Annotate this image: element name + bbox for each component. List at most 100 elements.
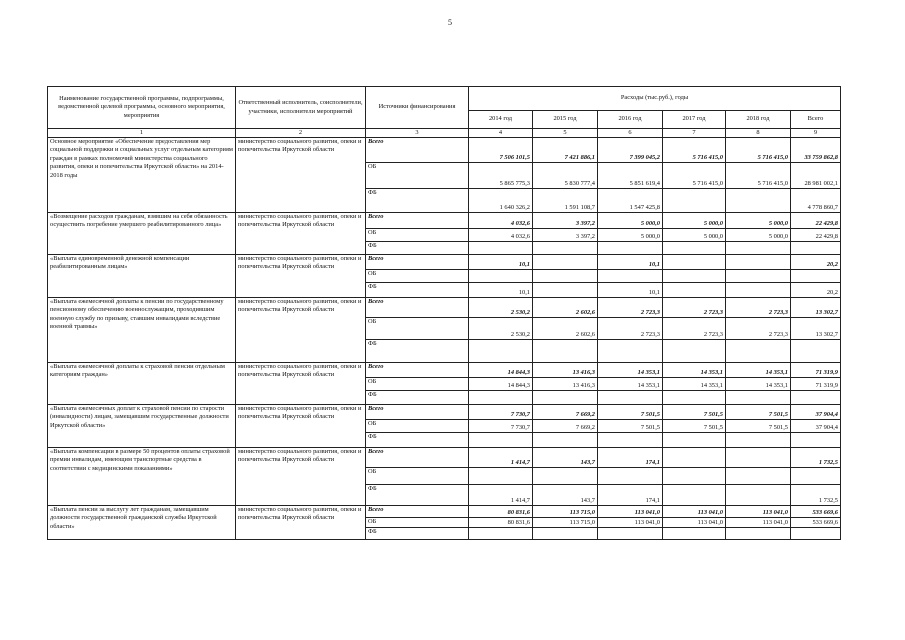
header-executor: Ответственный исполнитель, соисполнители… bbox=[235, 86, 366, 129]
year-value: 4 032,6 bbox=[468, 228, 533, 242]
year-value: 113 715,0 bbox=[532, 505, 598, 518]
year-value: 7 501,5 bbox=[662, 419, 726, 433]
year-value: 1 547 425,8 bbox=[597, 188, 663, 213]
year-value: 13 416,3 bbox=[532, 377, 598, 391]
measure-name: «Возмещение расходов гражданам, взявшим … bbox=[47, 212, 236, 255]
total-value bbox=[790, 527, 841, 540]
year-value: 80 831,6 bbox=[468, 517, 533, 528]
year-value: 7 669,2 bbox=[532, 404, 598, 420]
year-value: 7 501,5 bbox=[597, 404, 663, 420]
year-value bbox=[725, 339, 791, 363]
year-value bbox=[597, 467, 663, 485]
total-value: 28 981 002,1 bbox=[790, 162, 841, 189]
total-value: 13 302,7 bbox=[790, 317, 841, 340]
column-number: 1 bbox=[47, 128, 236, 138]
year-value bbox=[597, 390, 663, 405]
year-value bbox=[725, 241, 791, 255]
funding-source: ФБ bbox=[365, 339, 469, 363]
table-row: ФБ bbox=[48, 432, 841, 448]
year-value: 1 414,7 bbox=[468, 447, 533, 468]
page-number: 5 bbox=[448, 18, 452, 27]
table-row: ФБ 1 640 326,2 1 591 108,7 1 547 425,8 4 778… bbox=[48, 188, 841, 213]
year-value: 80 831,6 bbox=[468, 505, 533, 518]
year-value bbox=[725, 282, 791, 298]
year-value: 2 602,6 bbox=[532, 317, 598, 340]
year-value: 113 041,0 bbox=[597, 517, 663, 528]
total-value: 1 732,5 bbox=[790, 484, 841, 506]
table-row: «Выплата компенсации в размере 50 процен… bbox=[47, 447, 841, 506]
year-value: 3 397,2 bbox=[532, 228, 598, 242]
table-row: «Выплата единовременной денежной компенс… bbox=[47, 254, 841, 298]
year-value: 14 844,3 bbox=[468, 377, 533, 391]
year-value: 174,1 bbox=[597, 447, 663, 468]
executor: министерство социального развития, опеки… bbox=[235, 212, 366, 255]
year-value bbox=[662, 484, 726, 506]
year-value: 5 000,0 bbox=[597, 212, 663, 229]
header-year: 2017 год bbox=[662, 110, 726, 129]
year-value bbox=[597, 241, 663, 255]
year-value: 3 397,2 bbox=[532, 212, 598, 229]
total-value: 20,2 bbox=[790, 254, 841, 270]
year-value: 7 501,5 bbox=[662, 404, 726, 420]
total-value bbox=[790, 339, 841, 363]
funding-source: ОБ bbox=[365, 269, 469, 283]
funding-source: ФБ bbox=[365, 484, 469, 506]
header-year: 2018 год bbox=[725, 110, 791, 129]
funding-source: Всего bbox=[365, 362, 469, 378]
year-value: 4 032,6 bbox=[468, 212, 533, 229]
year-value: 7 399 045,2 bbox=[597, 137, 663, 163]
header-name: Наименование государственной программы, … bbox=[47, 86, 236, 129]
year-value bbox=[532, 282, 598, 298]
column-number: 3 bbox=[365, 128, 469, 138]
year-value: 5 851 619,4 bbox=[597, 162, 663, 189]
funding-source: Всего bbox=[365, 297, 469, 318]
funding-source: ОБ bbox=[365, 317, 469, 340]
year-value: 14 353,1 bbox=[725, 362, 791, 378]
funding-source: ОБ bbox=[365, 162, 469, 189]
header-year: 2014 год bbox=[468, 110, 533, 129]
year-value bbox=[725, 447, 791, 468]
table-row: «Выплата ежемесячных доплат к страховой … bbox=[47, 404, 841, 448]
table-row: ФБ bbox=[48, 339, 841, 363]
total-value bbox=[790, 432, 841, 448]
year-value: 7 669,2 bbox=[532, 419, 598, 433]
year-value: 1 414,7 bbox=[468, 484, 533, 506]
year-value: 14 353,1 bbox=[597, 377, 663, 391]
year-value: 5 865 775,3 bbox=[468, 162, 533, 189]
total-value: 533 669,6 bbox=[790, 517, 841, 528]
table-row: ОБ 7 730,7 7 669,2 7 501,5 7 501,5 7 501,5 37 … bbox=[48, 419, 841, 433]
funding-source: Всего bbox=[365, 254, 469, 270]
year-value bbox=[662, 269, 726, 283]
funding-source: ОБ bbox=[365, 517, 469, 528]
table-row: ОБ 2 530,2 2 602,6 2 723,3 2 723,3 2 723,3 13 … bbox=[48, 317, 841, 340]
year-value: 13 416,3 bbox=[532, 362, 598, 378]
measure-name: «Выплата ежемесячных доплат к страховой … bbox=[47, 404, 236, 448]
funding-source: ФБ bbox=[365, 432, 469, 448]
year-value: 5 716 415,0 bbox=[662, 162, 726, 189]
table-row: ФБ 1 414,7 143,7 174,1 1 732,5 bbox=[48, 484, 841, 506]
header-source: Источники финансирования bbox=[365, 86, 469, 129]
year-value: 7 501,5 bbox=[725, 419, 791, 433]
header-year: 2016 год bbox=[597, 110, 663, 129]
funding-source: Всего bbox=[365, 404, 469, 420]
year-value: 113 041,0 bbox=[662, 517, 726, 528]
year-value: 1 591 108,7 bbox=[532, 188, 598, 213]
year-value: 2 723,3 bbox=[597, 297, 663, 318]
year-value: 5 000,0 bbox=[725, 228, 791, 242]
column-number: 6 bbox=[597, 128, 663, 138]
funding-source: ФБ bbox=[365, 282, 469, 298]
column-number: 2 bbox=[235, 128, 366, 138]
year-value: 5 716 415,0 bbox=[725, 162, 791, 189]
total-value: 1 732,5 bbox=[790, 447, 841, 468]
year-value bbox=[725, 467, 791, 485]
measure-name: Основное мероприятие «Обеспечение предос… bbox=[47, 137, 236, 213]
year-value: 143,7 bbox=[532, 447, 598, 468]
total-value: 37 904,4 bbox=[790, 419, 841, 433]
total-value bbox=[790, 467, 841, 485]
total-value bbox=[790, 241, 841, 255]
funding-source: ОБ bbox=[365, 228, 469, 242]
executor: министерство социального развития, опеки… bbox=[235, 297, 366, 363]
table-row: ОБ 4 032,6 3 397,2 5 000,0 5 000,0 5 000,0 22 … bbox=[48, 228, 841, 242]
executor: министерство социального развития, опеки… bbox=[235, 447, 366, 506]
year-value bbox=[468, 467, 533, 485]
